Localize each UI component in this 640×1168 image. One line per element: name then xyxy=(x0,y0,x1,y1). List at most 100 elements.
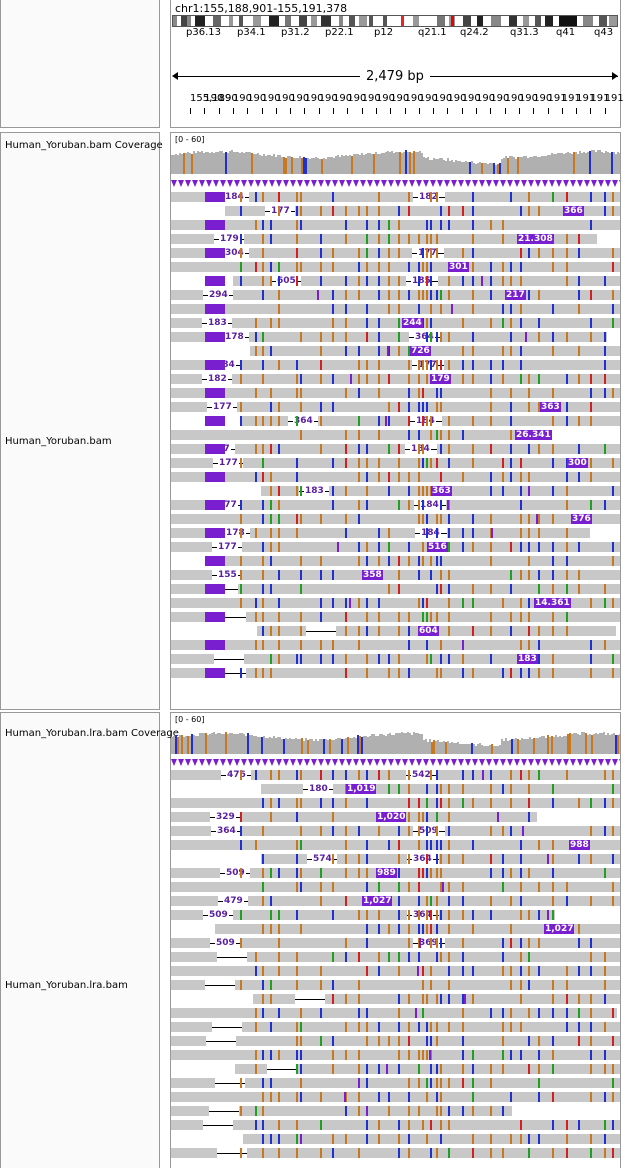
coverage-bar[interactable] xyxy=(545,738,547,754)
coverage-bar[interactable] xyxy=(411,153,413,174)
read[interactable] xyxy=(337,854,407,864)
read[interactable] xyxy=(414,402,620,412)
coverage-bar[interactable] xyxy=(349,738,351,754)
coverage-bar[interactable] xyxy=(287,156,289,174)
coverage-bar[interactable] xyxy=(609,735,611,754)
coverage-bar[interactable] xyxy=(489,745,491,754)
coverage-bar[interactable] xyxy=(233,734,235,754)
coverage-bar[interactable] xyxy=(441,742,443,754)
read[interactable] xyxy=(171,290,203,300)
coverage-bar[interactable] xyxy=(573,152,575,174)
coverage-bar[interactable] xyxy=(239,733,241,754)
coverage-bar[interactable] xyxy=(521,738,523,754)
coverage-bar[interactable] xyxy=(387,151,389,174)
coverage-bar[interactable] xyxy=(535,738,537,754)
coverage-bar[interactable] xyxy=(187,736,189,754)
coverage-bar[interactable] xyxy=(253,154,255,174)
coverage-bar[interactable] xyxy=(505,738,507,754)
read[interactable] xyxy=(442,416,620,426)
coverage-bar[interactable] xyxy=(277,155,279,174)
coverage-bar[interactable] xyxy=(475,164,477,174)
coverage-bar[interactable] xyxy=(337,738,339,754)
coverage-bar[interactable] xyxy=(211,733,213,754)
coverage-bar[interactable] xyxy=(499,745,501,754)
read[interactable] xyxy=(171,868,220,878)
coverage-bar[interactable] xyxy=(341,739,343,754)
read[interactable] xyxy=(441,332,607,342)
read[interactable] xyxy=(242,570,408,580)
coverage-bar[interactable] xyxy=(345,155,347,174)
coverage-bar[interactable] xyxy=(261,737,263,754)
coverage-bar[interactable] xyxy=(411,735,413,754)
coverage-bar[interactable] xyxy=(423,157,425,174)
coverage-bar[interactable] xyxy=(253,736,255,754)
coverage-bar[interactable] xyxy=(347,737,349,754)
coverage-bar[interactable] xyxy=(241,733,243,754)
coverage-bar[interactable] xyxy=(291,157,293,174)
coverage-bar[interactable] xyxy=(269,737,271,754)
coverage-bar[interactable] xyxy=(299,156,301,174)
coverage-bar[interactable] xyxy=(415,733,417,754)
coverage-bar[interactable] xyxy=(475,746,477,754)
coverage-bar[interactable] xyxy=(515,738,517,754)
coverage-bar[interactable] xyxy=(353,154,355,174)
coverage-bar[interactable] xyxy=(585,733,587,754)
read[interactable] xyxy=(171,980,205,990)
coverage-bar[interactable] xyxy=(393,153,395,174)
coverage-bar[interactable] xyxy=(601,733,603,754)
coverage-bar[interactable] xyxy=(381,734,383,754)
read[interactable] xyxy=(245,1078,412,1088)
coverage-bar[interactable] xyxy=(445,161,447,174)
coverage-bar[interactable] xyxy=(611,734,613,754)
coverage-bar[interactable] xyxy=(413,732,415,754)
coverage-bar[interactable] xyxy=(271,738,273,754)
coverage-bar[interactable] xyxy=(289,156,291,174)
coverage-bar[interactable] xyxy=(447,158,449,174)
read[interactable] xyxy=(412,1078,620,1088)
coverage-bar[interactable] xyxy=(549,155,551,174)
coverage-bar[interactable] xyxy=(543,736,545,754)
coverage-bar[interactable] xyxy=(529,157,531,174)
read[interactable] xyxy=(215,924,620,934)
read[interactable] xyxy=(336,626,413,636)
read[interactable] xyxy=(240,360,412,370)
coverage-bar[interactable] xyxy=(595,152,597,174)
read[interactable] xyxy=(171,770,221,780)
coverage-bar[interactable] xyxy=(583,732,585,754)
read[interactable] xyxy=(246,668,410,678)
chromosome-ideogram[interactable] xyxy=(172,15,618,27)
coverage-bar[interactable] xyxy=(533,738,535,754)
coverage-bar[interactable] xyxy=(339,738,341,754)
read[interactable] xyxy=(171,598,620,608)
coverage-bar[interactable] xyxy=(311,739,313,754)
coverage-bar[interactable] xyxy=(439,158,441,174)
coverage-bar[interactable] xyxy=(607,733,609,754)
read[interactable] xyxy=(238,584,412,594)
coverage-bar[interactable] xyxy=(533,156,535,174)
read[interactable] xyxy=(249,332,409,342)
coverage-bar[interactable] xyxy=(439,742,441,754)
coverage-bar[interactable] xyxy=(181,154,183,174)
read[interactable] xyxy=(318,416,410,426)
coverage-bar[interactable] xyxy=(501,739,503,754)
coverage-bar[interactable] xyxy=(429,160,431,174)
read[interactable] xyxy=(240,938,413,948)
coverage-bar[interactable] xyxy=(219,151,221,174)
read[interactable] xyxy=(171,640,620,650)
coverage-bar[interactable] xyxy=(319,739,321,754)
coverage-bar[interactable] xyxy=(529,737,531,754)
coverage-bar[interactable] xyxy=(205,152,207,174)
coverage-bar[interactable] xyxy=(255,736,257,754)
read[interactable] xyxy=(247,952,410,962)
coverage-bar[interactable] xyxy=(269,155,271,174)
coverage-bar[interactable] xyxy=(217,152,219,174)
coverage-bar[interactable] xyxy=(441,158,443,174)
coverage-bar[interactable] xyxy=(595,733,597,754)
read[interactable] xyxy=(171,1008,617,1018)
track1-alignment-name[interactable]: Human_Yoruban.bam xyxy=(5,436,112,447)
coverage-bar[interactable] xyxy=(377,154,379,174)
coverage-bar[interactable] xyxy=(605,735,607,754)
coverage-bar[interactable] xyxy=(299,739,301,754)
coverage-bar[interactable] xyxy=(563,736,565,754)
read[interactable] xyxy=(410,952,620,962)
